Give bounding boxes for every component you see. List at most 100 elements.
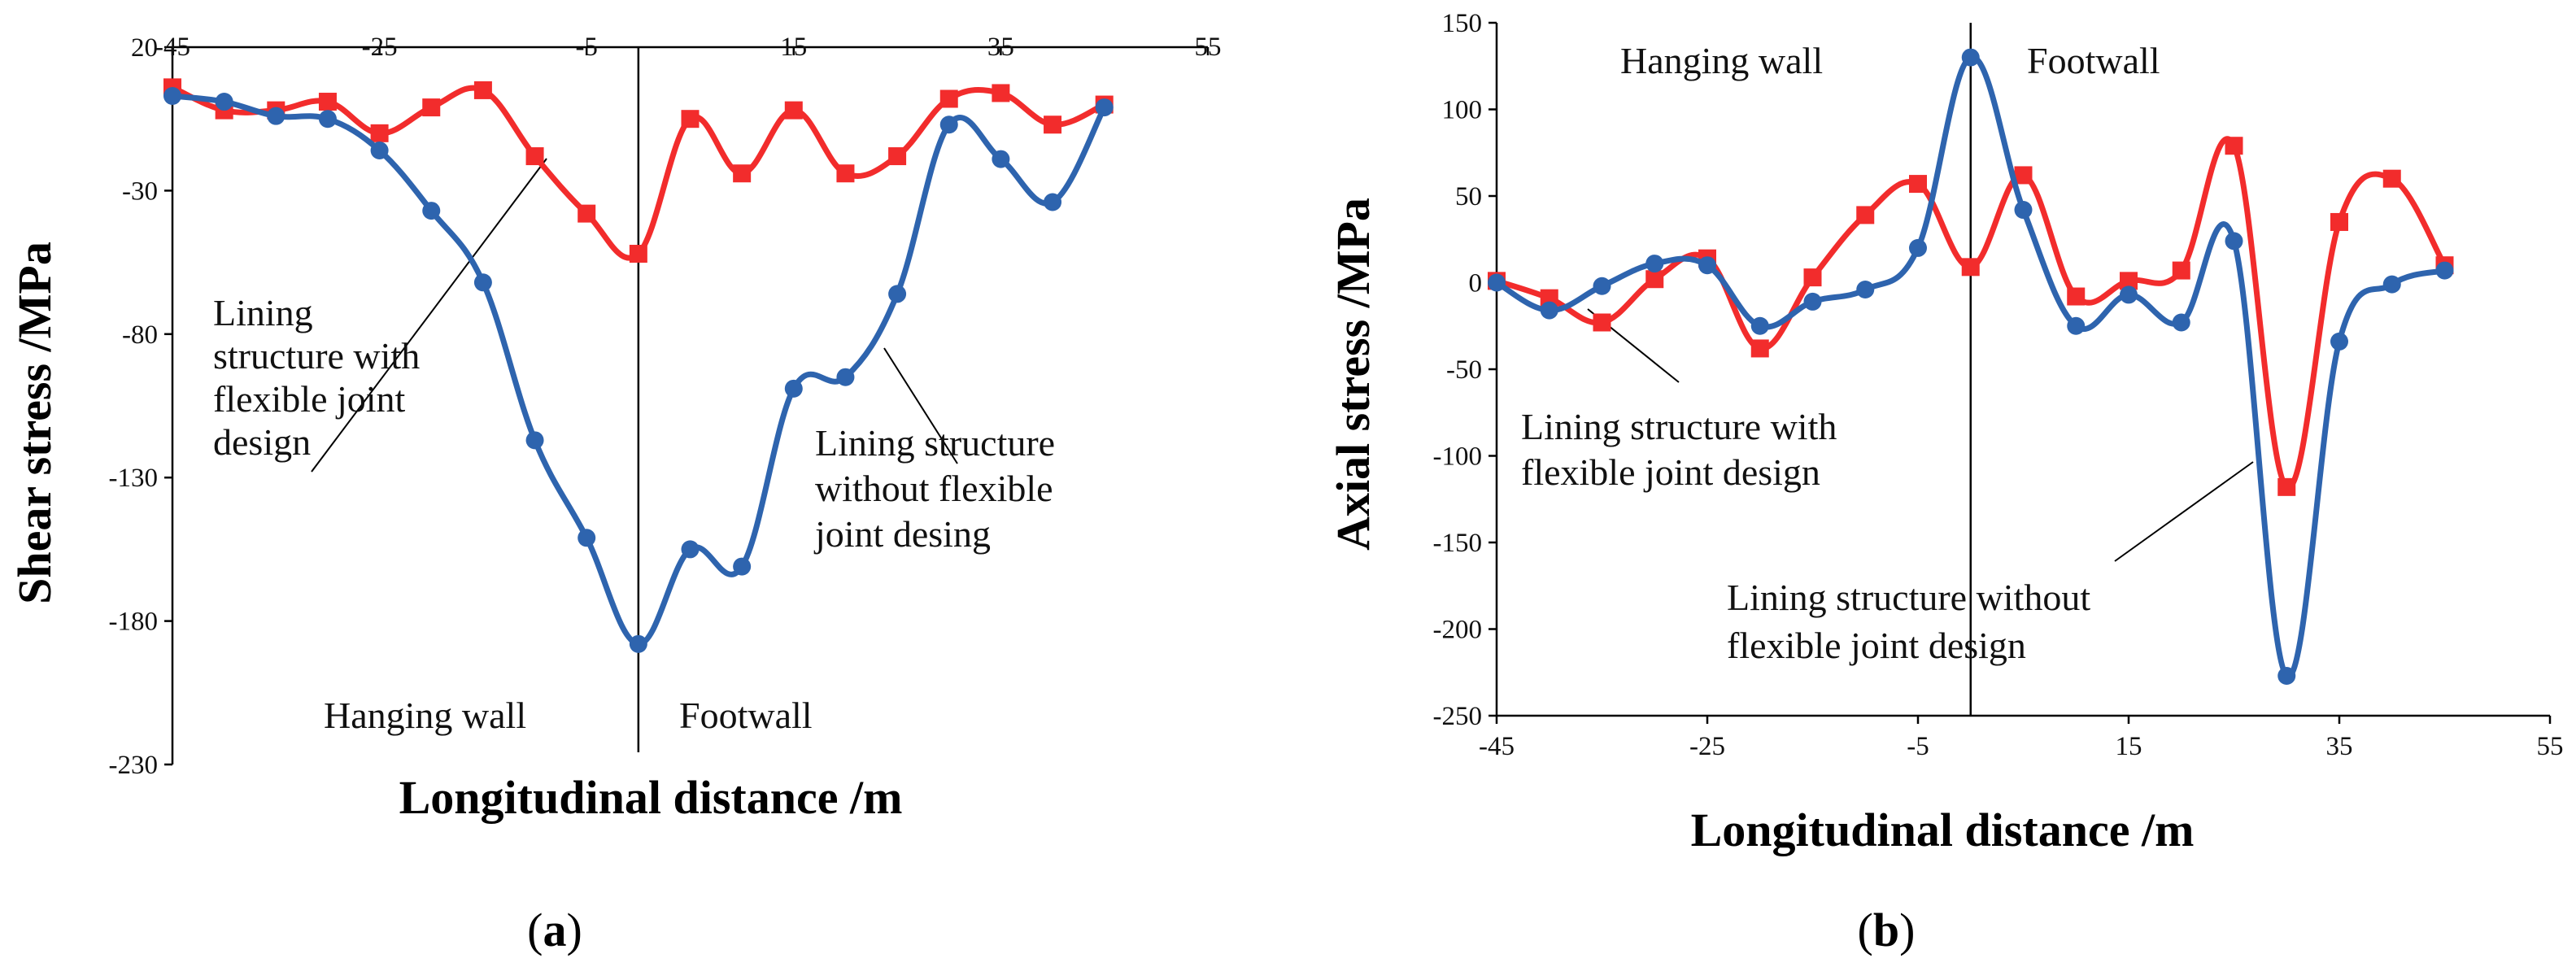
panel-label-close: ) (1899, 904, 1915, 956)
panel-label-open: ( (1858, 904, 1873, 956)
data-point (2172, 313, 2190, 332)
data-point (888, 147, 907, 166)
y-tick-label: 0 (1469, 269, 1483, 298)
shear-stress-chart: 20 -30 -80 -130 -180 -230 -45 -25 -5 15 35 55 Long… (8, 33, 1222, 956)
data-point (1488, 273, 1506, 292)
y-tick-label: -80 (122, 320, 158, 350)
annotation-line: Lining (213, 292, 313, 333)
axial-stress-chart: 150 100 50 0 -50 -100 -150 -200 -250 -45 -25 -5 15 3… (1327, 9, 2564, 956)
data-point (318, 110, 337, 128)
data-point (992, 150, 1010, 168)
annotation-line: without flexible (815, 468, 1053, 509)
y-tick-label: 50 (1455, 182, 1482, 211)
data-point (370, 142, 389, 160)
chart-b-leader-without-joint (2114, 461, 2254, 562)
y-tick-label: -200 (1433, 616, 1483, 645)
chart-b-y-ticks: 150 100 50 0 -50 -100 -150 -200 -250 (1433, 9, 1497, 731)
panel-label-open: ( (527, 904, 543, 956)
data-point (2330, 212, 2348, 231)
y-tick-label: -180 (109, 608, 159, 637)
annotation-line: flexible joint (213, 378, 406, 420)
y-tick-label: -150 (1433, 529, 1483, 558)
x-tick-label: -45 (155, 33, 190, 62)
data-point (1856, 281, 1875, 299)
data-point (578, 204, 596, 223)
chart-a-annotation-with-joint: Lining structure with flexible joint des… (213, 292, 429, 463)
data-point (2382, 275, 2401, 294)
data-point (1961, 258, 1980, 277)
data-point (1803, 292, 1822, 311)
data-point (1750, 339, 1769, 358)
data-point (1645, 270, 1664, 289)
x-tick-label: -25 (1689, 732, 1725, 761)
x-tick-label: 35 (2326, 732, 2353, 761)
data-point (2014, 201, 2033, 220)
annotation-line: structure with (213, 335, 420, 377)
data-point (578, 529, 596, 547)
data-point (1961, 48, 1980, 67)
chart-b-annotation-without-joint: Lining structure without flexible joint … (1727, 577, 2100, 666)
x-tick-label: 35 (987, 33, 1014, 62)
data-point (1750, 316, 1769, 335)
panel-a-label: (a) (527, 904, 582, 956)
data-point (525, 431, 544, 450)
data-point (2277, 477, 2296, 496)
y-tick-label: -50 (1446, 355, 1482, 385)
y-tick-label: -30 (122, 176, 158, 206)
data-point (422, 98, 441, 117)
data-point (473, 273, 492, 292)
x-tick-label: -25 (362, 33, 398, 62)
data-point (939, 115, 958, 134)
data-point (1803, 268, 1822, 287)
annotation-line: Lining structure with (1521, 406, 1837, 447)
y-tick-label: -230 (109, 751, 159, 780)
data-point (836, 164, 855, 183)
data-point (1909, 175, 1927, 194)
panel-b-label: (b) (1858, 904, 1916, 956)
data-point (836, 368, 855, 386)
x-tick-label: -5 (575, 33, 598, 62)
annotation-line: design (213, 421, 311, 463)
data-point (939, 89, 958, 108)
chart-b-y-axis-title: Axial stress /MPa (1327, 198, 1380, 551)
data-point (1593, 277, 1611, 295)
x-tick-label: 55 (2537, 732, 2564, 761)
data-point (888, 285, 907, 303)
chart-b-x-ticks: -45 -25 -5 15 35 55 (1479, 716, 2564, 761)
data-point (2225, 232, 2243, 250)
chart-a-annotation-without-joint: Lining structure without flexible joint … (813, 422, 1065, 555)
data-point (1909, 238, 1927, 257)
annotation-line: Lining structure without (1727, 577, 2090, 618)
data-point (1044, 115, 1062, 134)
data-point (733, 164, 752, 183)
annotation-line: flexible joint design (1521, 451, 1820, 493)
data-point (2067, 316, 2086, 335)
x-tick-label: 55 (1195, 33, 1222, 62)
chart-b-annotation-with-joint: Lining structure with flexible joint des… (1521, 406, 1846, 493)
data-point (733, 557, 752, 576)
data-point (629, 634, 647, 653)
data-point (1645, 255, 1664, 273)
data-point (2225, 137, 2243, 155)
chart-a-y-axis-title: Shear stress /MPa (8, 242, 61, 604)
data-point (1856, 206, 1875, 224)
chart-b-x-axis-title: Longitudinal distance /m (1691, 804, 2195, 856)
panel-label-letter: b (1873, 904, 1899, 956)
data-point (2120, 272, 2138, 290)
chart-a-annotation-hanging-wall: Hanging wall (324, 695, 526, 736)
chart-a-annotation-footwall: Footwall (679, 695, 813, 736)
data-point (267, 107, 285, 125)
chart-b-annotation-hanging-wall: Hanging wall (1620, 40, 1823, 81)
data-point (2172, 261, 2190, 280)
chart-a-x-ticks: -45 -25 -5 15 35 55 (155, 33, 1222, 62)
y-tick-label: 20 (131, 33, 158, 63)
data-point (784, 379, 803, 398)
data-point (1095, 98, 1114, 117)
y-tick-label: -130 (109, 464, 159, 493)
x-tick-label: 15 (780, 33, 807, 62)
y-tick-label: -250 (1433, 702, 1483, 731)
data-point (525, 147, 544, 166)
data-point (370, 124, 389, 142)
